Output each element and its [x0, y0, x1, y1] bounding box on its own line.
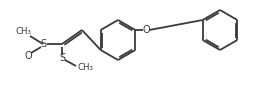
- Text: O: O: [142, 25, 150, 35]
- Text: S: S: [40, 39, 46, 49]
- Text: S: S: [59, 53, 65, 63]
- Text: CH₃: CH₃: [77, 63, 93, 72]
- Text: CH₃: CH₃: [16, 27, 32, 36]
- Text: O: O: [24, 51, 32, 61]
